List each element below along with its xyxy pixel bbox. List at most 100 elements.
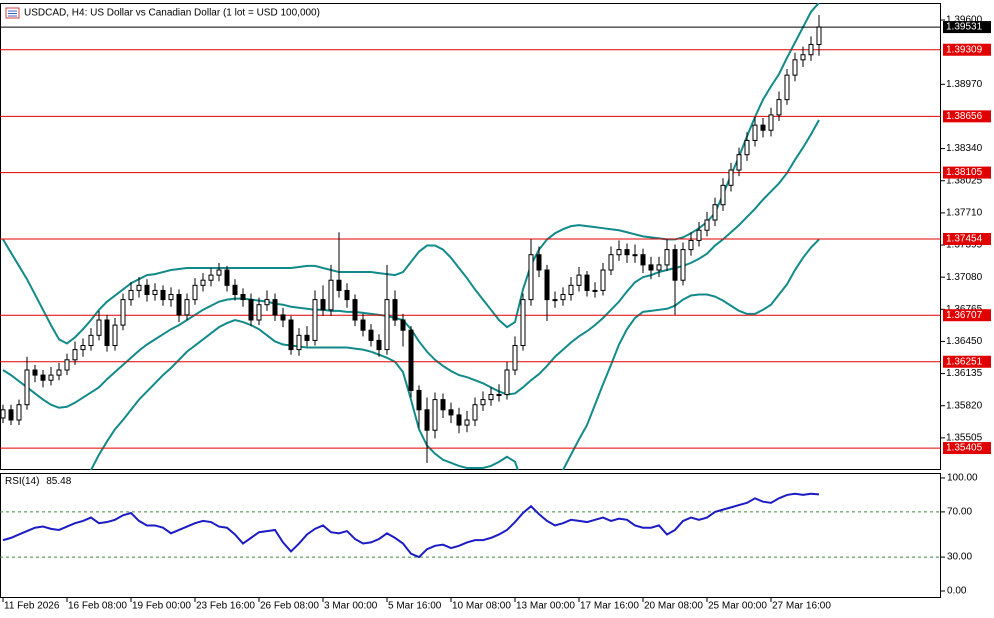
candle-body — [568, 284, 574, 296]
level-label: 1.38656 — [946, 111, 983, 122]
rsi-y-tick-label: 70.00 — [947, 507, 972, 518]
candle-body — [120, 299, 126, 326]
candle-body — [440, 399, 446, 411]
candle-body — [624, 249, 630, 256]
candle-body — [496, 393, 502, 396]
candle-body — [56, 369, 62, 376]
candle-body — [104, 319, 110, 347]
x-tick-label: 13 Mar 00:00 — [516, 601, 575, 612]
main-plot — [0, 3, 941, 470]
candle-body — [240, 294, 246, 301]
candle-body — [352, 299, 358, 321]
candle-body — [504, 369, 510, 395]
candle-body — [368, 329, 374, 341]
candle-body — [656, 264, 662, 271]
main-panel — [0, 3, 941, 470]
candle-body — [376, 339, 382, 351]
rsi-plot — [0, 492, 941, 559]
y-tick-label: 1.37395 — [946, 240, 983, 251]
candle-body — [784, 74, 790, 101]
level-label-box — [943, 309, 991, 322]
candle-body — [312, 299, 318, 341]
y-tick-label: 1.37710 — [946, 208, 983, 219]
level-label: 1.36251 — [946, 356, 983, 367]
candle-body — [664, 249, 670, 266]
candle-body — [584, 274, 590, 291]
candle-body — [160, 289, 166, 301]
chart-title: USDCAD, H4: US Dollar vs Canadian Dollar… — [24, 8, 320, 19]
candle-body — [672, 249, 678, 281]
rsi-y-tick-label: 30.00 — [947, 552, 972, 563]
candle-body — [736, 154, 742, 171]
candle-body — [192, 284, 198, 301]
candle-body — [640, 254, 646, 266]
candle-body — [16, 404, 22, 421]
candle-body — [296, 334, 302, 351]
level-label-box — [943, 232, 991, 245]
candle-body — [696, 229, 702, 241]
candle-body — [608, 254, 614, 271]
axes: 1.39600 1.38970 1.38340 1.38025 1.37710 1.373… — [2, 15, 991, 612]
candle-body — [808, 44, 814, 56]
candle-body — [280, 314, 286, 321]
current-price-label: 1.39531 — [946, 22, 983, 33]
rsi-name: RSI(14) — [5, 476, 39, 487]
y-tick-label: 1.38970 — [946, 79, 983, 90]
candle-body — [792, 59, 798, 76]
candle-body — [136, 284, 142, 291]
candle-body — [536, 254, 542, 271]
bollinger-band — [89, 238, 820, 470]
x-tick-label: 3 Mar 00:00 — [324, 601, 378, 612]
x-tick-label: 5 Mar 16:00 — [388, 601, 442, 612]
rsi-panel — [0, 473, 941, 598]
candle-body — [616, 249, 622, 256]
candle-body — [72, 349, 78, 361]
level-label-box — [943, 110, 991, 123]
candle-body — [200, 279, 206, 286]
candle-body — [360, 319, 366, 331]
level-label: 1.37454 — [946, 234, 983, 245]
candle-body — [688, 239, 694, 251]
candle-body — [384, 299, 390, 351]
candle-body — [744, 139, 750, 156]
candle-body — [776, 99, 782, 116]
x-tick-label: 25 Mar 00:00 — [708, 601, 767, 612]
candle-body — [592, 289, 598, 292]
candle-body — [416, 389, 422, 411]
candle-body — [0, 409, 6, 419]
candle-body — [400, 319, 406, 331]
candle-body — [128, 289, 134, 301]
candle-body — [464, 419, 470, 426]
level-label: 1.35405 — [946, 443, 983, 454]
x-tick-label: 19 Feb 00:00 — [132, 601, 191, 612]
level-label-box — [943, 355, 991, 368]
candle-body — [168, 294, 174, 301]
candle-body — [648, 264, 654, 271]
x-tick-label: 20 Mar 08:00 — [644, 601, 703, 612]
y-tick-label: 1.35505 — [946, 433, 983, 444]
candle-body — [448, 409, 454, 416]
candle-body — [288, 319, 294, 351]
level-label-box — [943, 442, 991, 455]
level-label: 1.39309 — [946, 44, 983, 55]
candle-body — [88, 334, 94, 347]
current-price-box — [943, 21, 991, 34]
candle-body — [632, 254, 638, 257]
x-tick-label: 17 Mar 16:00 — [580, 601, 639, 612]
x-tick-label: 11 Feb 2026 — [4, 601, 60, 612]
candle-body — [456, 414, 462, 426]
candle-body — [728, 169, 734, 186]
rsi-header: RSI(14) 85.48 — [5, 476, 72, 487]
candle-body — [144, 284, 150, 296]
candle-body — [528, 254, 534, 301]
candle-body — [392, 299, 398, 321]
candle-body — [8, 409, 14, 421]
symbol-icon — [5, 7, 20, 19]
candle-body — [304, 334, 310, 341]
candle-body — [752, 124, 758, 141]
level-label-box — [943, 166, 991, 179]
level-label: 1.38105 — [946, 167, 983, 178]
x-tick-label: 10 Mar 08:00 — [452, 601, 511, 612]
rsi-value: 85.48 — [46, 476, 71, 487]
candle-body — [344, 289, 350, 301]
